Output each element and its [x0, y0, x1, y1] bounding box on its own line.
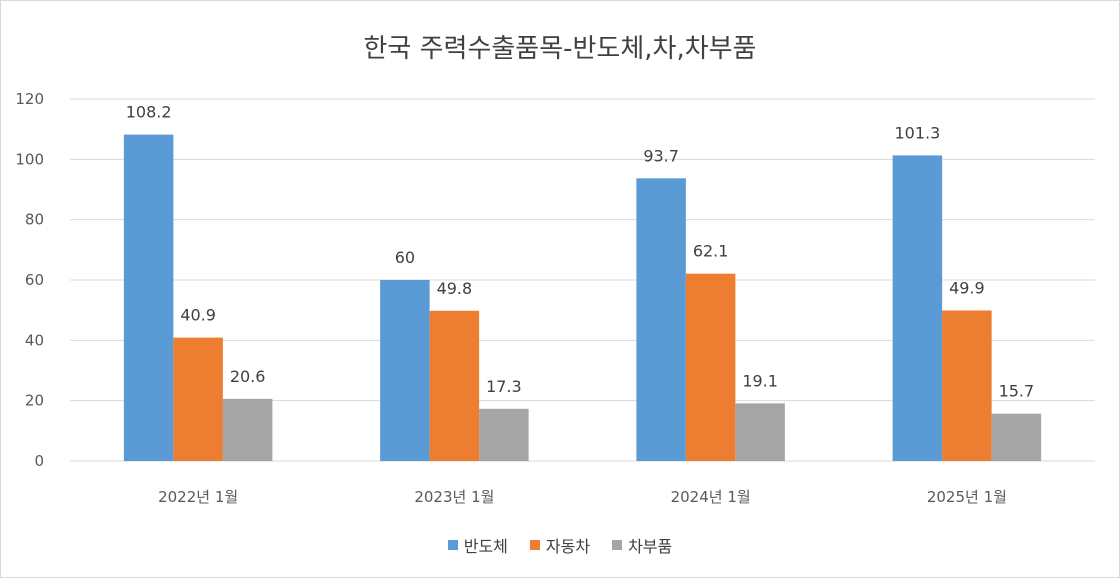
- bar-2-2: [735, 403, 785, 461]
- data-label-2-3: 15.7: [999, 382, 1035, 401]
- legend-swatch-series-2: [612, 540, 623, 550]
- legend: 반도체 자동차 차부품: [0, 533, 1120, 557]
- bar-1-1: [429, 310, 480, 461]
- y-tick-label-0: 0: [34, 452, 44, 470]
- legend-swatch-series-0: [447, 540, 458, 550]
- data-label-0-2: 93.7: [643, 146, 679, 165]
- legend-swatch-series-1: [529, 540, 540, 550]
- y-tick-label-6: 120: [15, 90, 44, 108]
- data-label-1-3: 49.9: [949, 278, 985, 297]
- y-tick-label-1: 20: [25, 392, 44, 410]
- legend-item-series-0: 반도체: [447, 533, 508, 557]
- legend-item-series-1: 자동차: [529, 533, 591, 557]
- bar-1-0: [173, 337, 223, 461]
- x-tick-label-0: 2022년 1월: [158, 488, 238, 506]
- bar-0-0: [123, 134, 174, 461]
- data-label-0-0: 108.2: [126, 103, 172, 122]
- bar-0-1: [380, 280, 430, 461]
- data-label-2-0: 20.6: [230, 367, 266, 386]
- data-label-2-2: 19.1: [742, 371, 778, 390]
- y-tick-label-5: 100: [15, 150, 44, 168]
- y-tick-label-3: 60: [25, 271, 44, 289]
- y-tick-label-4: 80: [25, 211, 44, 229]
- data-label-1-1: 49.8: [437, 279, 473, 298]
- legend-label-series-0: 반도체: [463, 537, 508, 556]
- bar-0-3: [892, 155, 943, 461]
- data-label-1-0: 40.9: [180, 306, 216, 325]
- bar-1-2: [685, 273, 736, 461]
- bar-0-2: [636, 178, 686, 462]
- y-tick-label-2: 40: [25, 331, 44, 349]
- x-tick-label-3: 2025년 1월: [927, 488, 1007, 506]
- bar-2-3: [991, 413, 1042, 461]
- legend-item-series-2: 차부품: [612, 533, 672, 557]
- data-label-2-1: 17.3: [486, 377, 522, 396]
- data-label-1-2: 62.1: [693, 242, 729, 261]
- bar-1-3: [942, 310, 992, 461]
- x-tick-label-1: 2023년 1월: [414, 488, 494, 506]
- bar-2-0: [222, 398, 273, 461]
- chart-title: 한국 주력수출품목-반도체,차,차부품: [363, 34, 757, 64]
- legend-label-series-2: 차부품: [628, 537, 673, 556]
- data-label-0-1: 60: [395, 248, 415, 267]
- x-tick-label-2: 2024년 1월: [671, 488, 751, 506]
- bar-2-1: [479, 408, 529, 461]
- data-label-0-3: 101.3: [894, 123, 940, 142]
- legend-label-series-1: 자동차: [545, 537, 591, 556]
